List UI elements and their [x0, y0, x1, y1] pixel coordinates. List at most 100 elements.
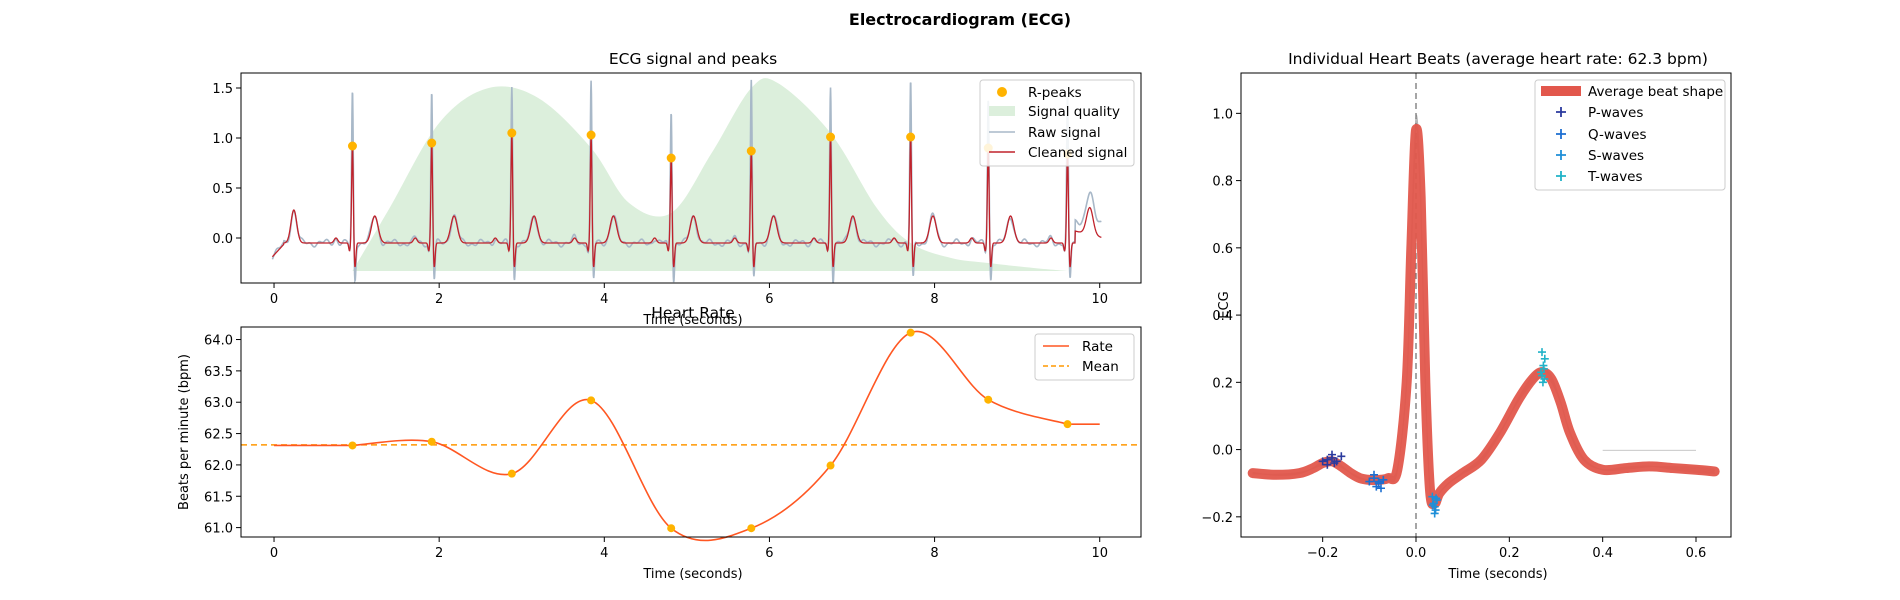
- legend-q-marker: [1556, 129, 1566, 139]
- legend-p-marker: [1556, 107, 1566, 117]
- p-wave-marker: [1318, 457, 1327, 466]
- rate-point: [667, 524, 676, 533]
- q-wave-marker: [1379, 475, 1388, 484]
- p-wave-marker: [1337, 452, 1346, 461]
- rate-y-axis-label: Beats per minute (bpm): [177, 354, 192, 510]
- ecg-panel-title: ECG signal and peaks: [609, 50, 777, 68]
- y-tick-label: 1.5: [212, 82, 233, 97]
- legend-r-peaks: R-peaks: [1028, 85, 1082, 101]
- rate-line: [352, 330, 1068, 542]
- x-tick-label: 6: [765, 292, 773, 307]
- ecg-legend-box: [979, 79, 1135, 167]
- figure-suptitle: Electrocardiogram (ECG): [849, 10, 1071, 29]
- heart-rate-panel: Heart Rate 0 2 4 6 8 10 61.061.562.062.563.06…: [177, 304, 1142, 582]
- x-tick-label: 10: [1091, 292, 1108, 307]
- x-tick-label: 8: [930, 546, 938, 561]
- legend-s-marker: [1556, 150, 1566, 160]
- beats-x-axis-label: Time (seconds): [1447, 567, 1547, 582]
- ecg-plot-area: [271, 78, 1102, 283]
- rate-point: [906, 328, 915, 337]
- y-tick-label: 0.4: [1212, 309, 1233, 324]
- legend-mean: Mean: [1082, 359, 1119, 375]
- x-tick-label: 6: [765, 546, 773, 561]
- t-wave-marker: [1537, 368, 1546, 377]
- y-tick-label: 0.2: [1212, 376, 1233, 391]
- y-tick-label: 0.8: [1212, 175, 1233, 190]
- y-tick-label: 63.5: [204, 365, 233, 380]
- y-tick-label: −0.2: [1201, 511, 1233, 526]
- legend-s-waves: S-waves: [1588, 148, 1644, 164]
- beats-y-ticks: −0.2 0.0 0.2 0.4 0.6 0.8 1.0: [1201, 107, 1241, 526]
- y-tick-label: 0.6: [1212, 242, 1233, 257]
- x-tick-label: −0.2: [1307, 546, 1339, 561]
- ecg-y-ticks: 0.0 0.5 1.0 1.5: [212, 82, 241, 247]
- ecg-x-axis-label: Time (seconds): [642, 313, 742, 328]
- r-peak-point: [586, 130, 596, 140]
- y-tick-label: 61.0: [204, 522, 233, 537]
- t-wave-marker: [1540, 354, 1549, 363]
- legend-t-marker: [1556, 171, 1566, 181]
- rate-point: [587, 396, 596, 405]
- beats-legend: Average beat shape P-waves Q-waves S-wav…: [1534, 79, 1726, 191]
- x-tick-label: 0: [270, 546, 278, 561]
- beats-x-ticks: −0.2 0.0 0.2 0.4 0.6: [1307, 537, 1706, 561]
- q-wave-marker: [1377, 484, 1385, 493]
- rate-point: [427, 437, 436, 446]
- s-wave-marker: [1428, 492, 1437, 501]
- legend-q-waves: Q-waves: [1588, 127, 1647, 143]
- x-tick-label: 0.2: [1499, 546, 1520, 561]
- rate-point: [826, 461, 835, 470]
- x-tick-label: 0: [270, 292, 278, 307]
- x-tick-label: 8: [930, 292, 938, 307]
- x-tick-label: 2: [435, 292, 443, 307]
- s-wave-marker: [1432, 494, 1441, 503]
- x-tick-label: 2: [435, 546, 443, 561]
- y-tick-label: 1.0: [212, 132, 233, 147]
- rate-x-ticks: 0 2 4 6 8 10: [270, 537, 1108, 561]
- cleaned-signal-line: [271, 133, 1102, 268]
- x-tick-label: 0.6: [1686, 546, 1707, 561]
- y-tick-label: 61.5: [204, 490, 233, 505]
- beats-plot-area: [1247, 73, 1720, 537]
- t-wave-marker: [1539, 361, 1548, 370]
- x-tick-label: 4: [600, 546, 608, 561]
- t-wave-marker: [1538, 348, 1546, 357]
- q-wave-marker: [1365, 477, 1374, 486]
- r-peak-point: [906, 132, 916, 142]
- rate-point: [747, 524, 756, 533]
- legend-quality-swatch: [989, 106, 1015, 116]
- ecg-legend: R-peaks Signal quality Raw signal Cleane…: [979, 79, 1135, 167]
- r-peak-point: [347, 141, 357, 151]
- beats-legend-box: [1534, 79, 1726, 191]
- beats-panel-title: Individual Heart Beats (average heart ra…: [1288, 50, 1708, 68]
- beats-axes-frame: [1240, 72, 1732, 538]
- r-peak-point: [746, 146, 756, 156]
- rate-x-axis-label: Time (seconds): [642, 567, 742, 582]
- p-wave-marker: [1328, 453, 1336, 462]
- ecg-axes-frame: [240, 72, 1142, 284]
- ecg-signal-panel: ECG signal and peaks 0 2 4 6 8 10 0.0 0.5 1.0 1.…: [212, 50, 1142, 328]
- rate-panel-title: Heart Rate: [651, 304, 735, 322]
- legend-rate: Rate: [1082, 339, 1113, 355]
- y-tick-label: 62.5: [204, 428, 233, 443]
- x-tick-label: 0.4: [1592, 546, 1613, 561]
- legend-average-beat: Average beat shape: [1588, 84, 1723, 100]
- y-tick-label: 62.0: [204, 459, 233, 474]
- r-peak-point: [427, 138, 437, 148]
- individual-beat-line: [1252, 138, 1715, 503]
- legend-cleaned-signal: Cleaned signal: [1028, 145, 1127, 161]
- r-peak-point: [826, 132, 836, 142]
- legend-signal-quality: Signal quality: [1028, 104, 1120, 120]
- rate-plot-area: [241, 328, 1141, 542]
- s-wave-marker: [1433, 496, 1441, 505]
- rate-legend: Rate Mean: [1034, 333, 1135, 381]
- rate-y-ticks: 61.0 61.5 62.0 62.5 63.0 63.5 64.0: [204, 334, 241, 537]
- legend-r-peaks-marker: [997, 87, 1007, 97]
- q-wave-marker: [1370, 470, 1378, 479]
- individual-beat-line: [1252, 142, 1715, 503]
- p-wave-marker: [1332, 457, 1341, 466]
- t-wave-marker: [1540, 374, 1549, 383]
- p-wave-marker: [1323, 460, 1332, 469]
- rate-point: [1063, 420, 1072, 429]
- rate-axes-frame: [240, 326, 1142, 538]
